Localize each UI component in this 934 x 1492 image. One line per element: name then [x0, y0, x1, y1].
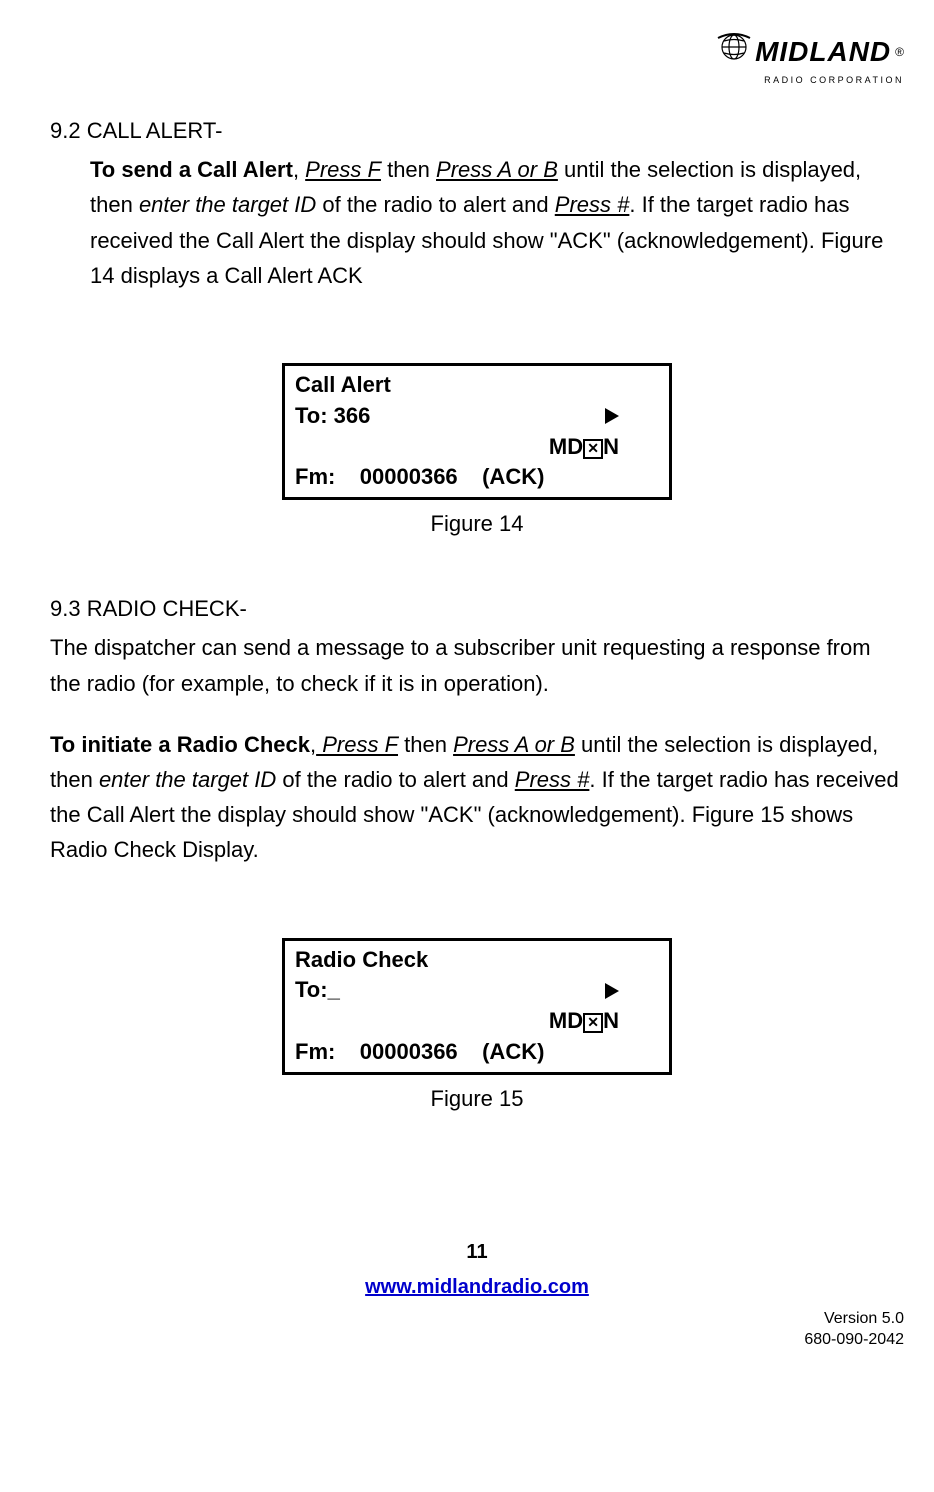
x-box-icon: ✕: [583, 439, 603, 459]
section-9-3-intro: The dispatcher can send a message to a s…: [50, 630, 904, 700]
display-line-2: To: 366: [295, 401, 659, 432]
brand-tagline: RADIO CORPORATION: [717, 73, 904, 87]
display-line-4: Fm: 00000366 (ACK): [295, 1037, 659, 1068]
registered-mark: ®: [895, 43, 904, 62]
display-text: Radio Check: [295, 945, 428, 976]
md-right: N: [603, 1008, 619, 1033]
text-fragment: of the radio to alert and: [276, 767, 515, 792]
enter-target-text: enter the target ID: [99, 767, 276, 792]
text-fragment: then: [398, 732, 453, 757]
press-hash-text: Press #: [515, 767, 590, 792]
doc-number: 680-090-2042: [50, 1330, 904, 1351]
logo-wrap: MIDLAND® RADIO CORPORATION: [717, 30, 904, 87]
display-line-4: Fm: 00000366 (ACK): [295, 462, 659, 493]
page-number: 11: [50, 1236, 904, 1268]
header-logo: MIDLAND® RADIO CORPORATION: [50, 30, 904, 93]
md-left: MD: [549, 1008, 583, 1033]
press-a-b-text: Press A or B: [436, 157, 558, 182]
version-text: Version 5.0: [50, 1309, 904, 1330]
enter-target-text: enter the target ID: [139, 192, 316, 217]
site-link[interactable]: www.midlandradio.com: [365, 1276, 589, 1298]
text-fragment: of the radio to alert and: [316, 192, 555, 217]
press-f-text: Press F: [305, 157, 381, 182]
display-line-3: MD✕N: [295, 432, 659, 463]
figure-14-caption: Figure 14: [50, 506, 904, 541]
display-text: To:_: [295, 975, 340, 1006]
figure-14-display: Call Alert To: 366 MD✕N Fm: 00000366 (AC…: [282, 363, 672, 500]
logo-main: MIDLAND®: [717, 30, 904, 75]
display-text: Call Alert: [295, 370, 391, 401]
call-alert-lead: To send a Call Alert: [90, 157, 293, 182]
play-icon: [605, 983, 619, 999]
press-a-b-text: Press A or B: [453, 732, 575, 757]
display-text: Fm: 00000366 (ACK): [295, 462, 544, 493]
display-line-1: Call Alert: [295, 370, 659, 401]
display-text: Fm: 00000366 (ACK): [295, 1037, 544, 1068]
display-text-md: MD✕N: [549, 432, 619, 463]
play-icon: [605, 408, 619, 424]
radio-check-lead: To initiate a Radio Check: [50, 732, 310, 757]
display-line-2: To:_: [295, 975, 659, 1006]
press-hash-text: Press #: [555, 192, 630, 217]
display-line-1: Radio Check: [295, 945, 659, 976]
text-fragment: then: [381, 157, 436, 182]
press-f-text: Press F: [316, 732, 398, 757]
section-9-3-heading: 9.3 RADIO CHECK-: [50, 591, 904, 626]
md-right: N: [603, 434, 619, 459]
x-box-icon: ✕: [583, 1013, 603, 1033]
display-line-3: MD✕N: [295, 1006, 659, 1037]
brand-name: MIDLAND: [755, 30, 891, 75]
section-9-3-body: To initiate a Radio Check, Press F then …: [50, 727, 904, 868]
version-block: Version 5.0 680-090-2042: [50, 1309, 904, 1351]
figure-15-caption: Figure 15: [50, 1081, 904, 1116]
display-text: To: 366: [295, 401, 370, 432]
section-9-2-body: To send a Call Alert, Press F then Press…: [90, 152, 904, 293]
display-text-md: MD✕N: [549, 1006, 619, 1037]
page-footer: 11 www.midlandradio.com Version 5.0 680-…: [50, 1236, 904, 1351]
figure-15-display: Radio Check To:_ MD✕N Fm: 00000366 (ACK): [282, 938, 672, 1075]
text-fragment: ,: [293, 157, 305, 182]
section-9-2-heading: 9.2 CALL ALERT-: [50, 113, 904, 148]
globe-icon: [717, 32, 751, 72]
md-left: MD: [549, 434, 583, 459]
